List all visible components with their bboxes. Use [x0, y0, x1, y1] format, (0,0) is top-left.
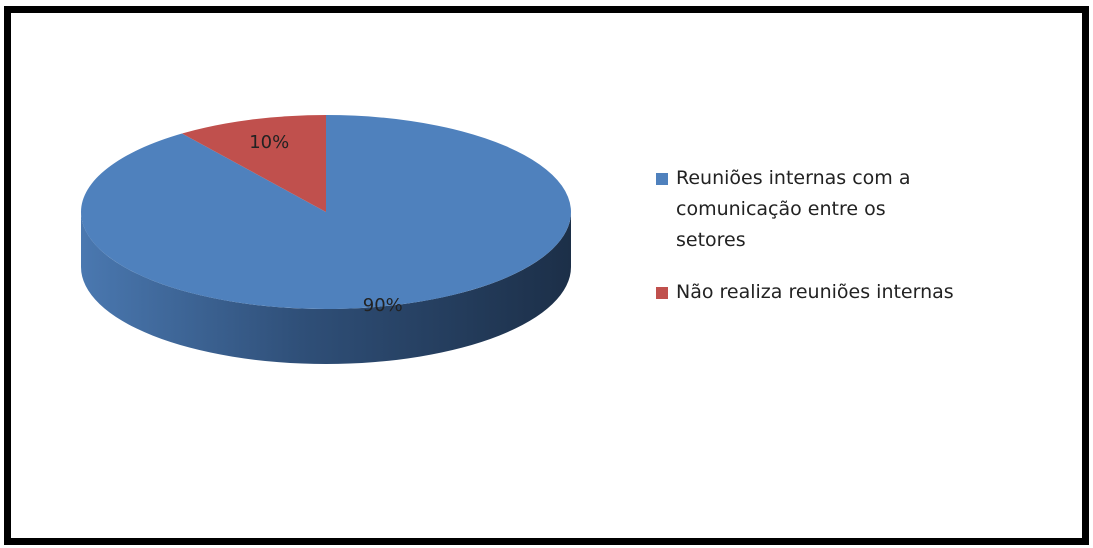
pie-side — [81, 212, 571, 364]
legend-item: Reuniões internas com a comunicação entr… — [656, 163, 956, 256]
data-label: 90% — [363, 295, 403, 316]
legend-swatch — [656, 173, 668, 185]
legend-text: Não realiza reuniões internas — [676, 281, 954, 303]
legend-item: Não realiza reuniões internas — [656, 277, 956, 308]
legend-text: Reuniões internas com a comunicação entr… — [676, 167, 911, 251]
chart-border — [4, 6, 1089, 545]
data-label: 10% — [249, 132, 289, 153]
pie-slice — [181, 115, 326, 212]
legend-swatch — [656, 287, 668, 299]
pie-slice — [80, 115, 572, 310]
